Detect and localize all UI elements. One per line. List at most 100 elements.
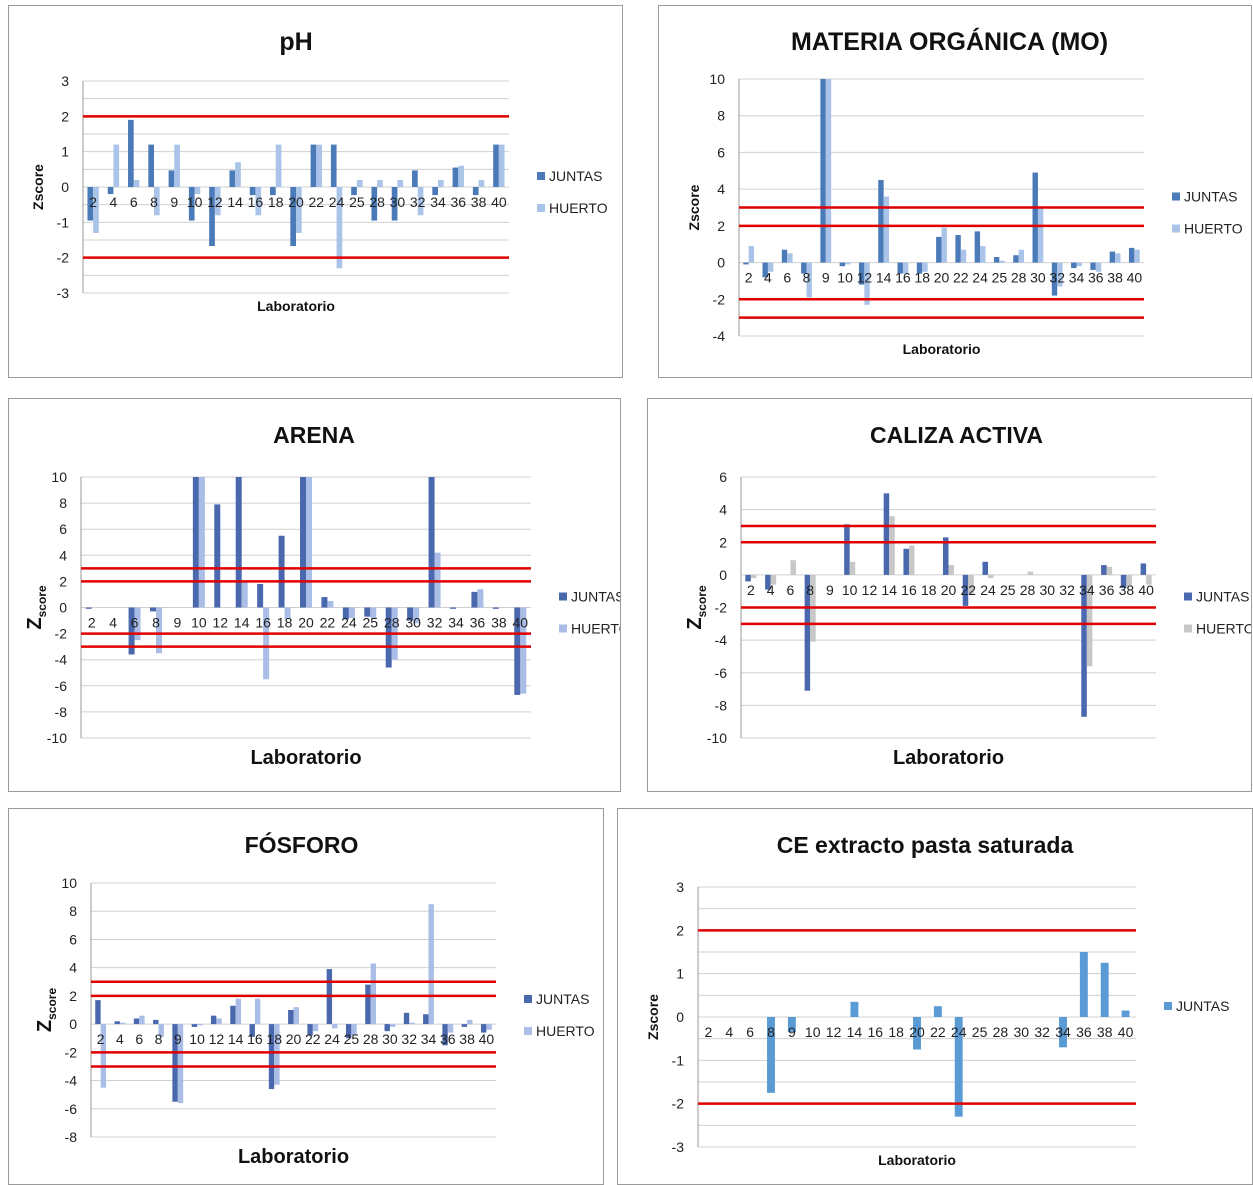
x-tick-label: 20 [298, 615, 314, 631]
bar-juntas-20 [288, 1010, 294, 1025]
bar-juntas-14 [235, 477, 242, 608]
bar-juntas-4 [114, 1021, 120, 1025]
bar-juntas-38 [492, 607, 499, 609]
bar-juntas-36 [452, 167, 459, 187]
bar-juntas-28 [365, 984, 371, 1025]
chart-title: CALIZA ACTIVA [870, 422, 1043, 448]
x-tick-label: 10 [189, 1031, 205, 1047]
x-tick-label: 22 [308, 194, 324, 210]
y-tick-label: 8 [69, 903, 77, 919]
x-tick-label: 22 [305, 1031, 321, 1047]
x-tick-label: 40 [1138, 582, 1154, 598]
bar-huerto-20 [941, 227, 947, 263]
bar-huerto-20 [948, 565, 955, 575]
x-tick-label: 8 [806, 582, 814, 598]
x-tick-label: 4 [764, 270, 772, 286]
bar-juntas-12 [214, 504, 221, 608]
bar-huerto-10 [194, 187, 201, 195]
x-tick-label: 4 [110, 194, 118, 210]
y-tick-label: -1 [57, 214, 70, 230]
bar-huerto-30 [397, 179, 404, 187]
y-tick-label: 2 [69, 988, 77, 1004]
x-tick-label: 38 [459, 1031, 475, 1047]
x-axis-label: Laboratorio [257, 298, 335, 314]
legend-label-huerto: HUERTO [1196, 621, 1251, 637]
y-tick-label: 8 [59, 495, 67, 511]
bar-juntas-18 [916, 262, 923, 274]
legend-swatch-huerto [1184, 624, 1192, 633]
bar-juntas-14 [230, 1005, 236, 1025]
legend-swatch-juntas [537, 172, 545, 180]
bar-huerto-30 [389, 1024, 396, 1027]
y-tick-label: 4 [59, 547, 67, 563]
bar-huerto-12 [216, 1018, 222, 1025]
bar-huerto-28 [1018, 249, 1025, 263]
y-tick-label: 0 [59, 600, 67, 616]
x-tick-label: 32 [410, 194, 426, 210]
y-tick-label: 8 [717, 108, 725, 124]
legend-swatch-huerto [524, 1027, 532, 1035]
x-tick-label: 16 [901, 582, 917, 598]
bar-huerto-32 [434, 552, 441, 608]
x-tick-label: 12 [212, 615, 228, 631]
bar-juntas-36 [471, 591, 478, 608]
legend-label-huerto: HUERTO [1184, 221, 1243, 237]
x-tick-label: 38 [491, 615, 507, 631]
chart-panel-caliza-activa: CALIZA ACTIVA -10 -8 -6 -4 -2 0 2 4 6 2 4 6 8 9 10 12 14 1… [647, 398, 1252, 792]
bar-huerto-16 [908, 545, 915, 575]
bar-juntas-32 [1051, 262, 1058, 296]
x-tick-label: 9 [174, 1031, 182, 1047]
x-tick-label: 10 [187, 194, 203, 210]
bar-huerto-22 [327, 600, 334, 608]
y-tick-label: -2 [715, 600, 728, 616]
bar-juntas-38 [461, 1024, 468, 1027]
bar-huerto-4 [119, 1022, 126, 1025]
bar-juntas-2 [743, 262, 749, 265]
x-tick-label: 2 [88, 615, 96, 631]
y-tick-label: 4 [69, 960, 77, 976]
x-axis-label: Laboratorio [903, 341, 981, 357]
y-tick-label: -3 [57, 285, 70, 301]
bar-juntas-8 [148, 144, 154, 187]
y-tick-label: 0 [676, 1009, 684, 1025]
bar-huerto-38 [478, 179, 485, 187]
bar-huerto-24 [348, 607, 355, 618]
y-tick-label: 6 [69, 931, 77, 947]
bar-huerto-14 [889, 516, 895, 575]
x-tick-label: 30 [405, 615, 421, 631]
bar-huerto-20 [293, 1007, 299, 1025]
bar-huerto-8 [158, 1024, 164, 1037]
x-tick-label: 32 [1034, 1024, 1050, 1040]
chart-title: ARENA [273, 422, 355, 448]
x-axis-label: Laboratorio [878, 1152, 956, 1168]
bar-huerto-25 [370, 607, 377, 618]
bar-juntas-14 [883, 493, 890, 575]
bar-juntas-8 [801, 262, 807, 274]
x-tick-label: 12 [207, 194, 223, 210]
y-tick-label: -8 [715, 697, 728, 713]
bar-juntas-38 [472, 187, 479, 196]
bar-huerto-30 [413, 607, 420, 624]
bar-juntas-4 [762, 262, 768, 278]
y-tick-label: -4 [715, 632, 728, 648]
bar-juntas-9 [172, 1024, 178, 1102]
y-tick-label: 10 [61, 875, 77, 891]
bar-juntas-32 [412, 170, 418, 187]
bar-juntas-30 [391, 187, 398, 221]
y-axis-label-sub: score [45, 988, 59, 1020]
x-tick-label: 22 [320, 615, 336, 631]
bar-huerto-24 [988, 574, 994, 579]
y-axis-label-main: Zscore [30, 164, 46, 210]
x-tick-label: 18 [266, 1031, 282, 1047]
bar-juntas-38 [1120, 574, 1127, 588]
x-tick-label: 18 [268, 194, 284, 210]
bar-huerto-16 [902, 262, 909, 274]
bar-huerto-22 [960, 249, 967, 263]
x-tick-label: 6 [783, 270, 791, 286]
x-tick-label: 18 [277, 615, 293, 631]
x-tick-label: 9 [822, 270, 830, 286]
x-tick-label: 34 [1069, 270, 1085, 286]
x-axis-label: Laboratorio [893, 747, 1004, 769]
x-tick-label: 4 [767, 582, 775, 598]
y-tick-label: -3 [672, 1139, 685, 1155]
